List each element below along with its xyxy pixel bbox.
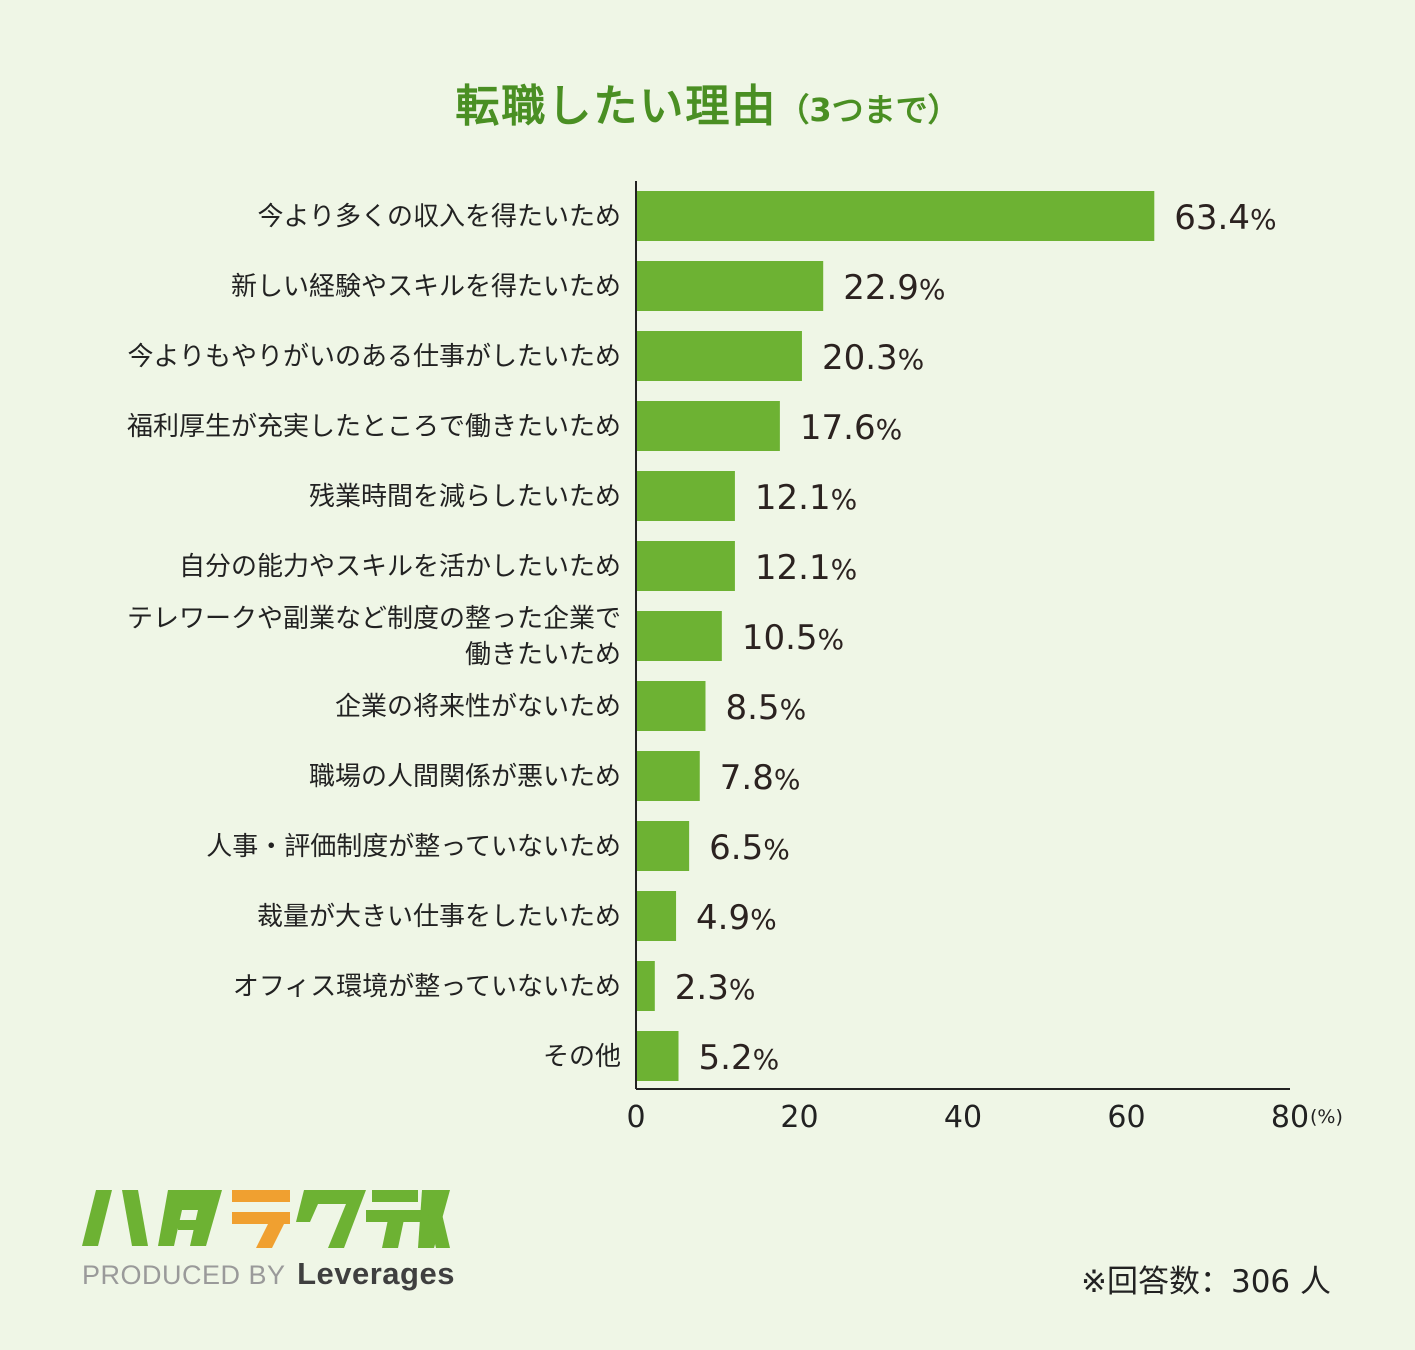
x-tick-label: 40 <box>944 1100 982 1135</box>
bar <box>636 261 824 311</box>
x-tick-label: 20 <box>780 1100 818 1135</box>
x-tick-label: 80 <box>1271 1100 1309 1135</box>
x-tick-label: 0 <box>626 1100 645 1135</box>
category-label: その他 <box>543 1042 621 1072</box>
bar <box>636 471 735 521</box>
data-label: 6.5% <box>709 828 790 868</box>
data-label: 12.1% <box>755 548 857 588</box>
data-label: 7.8% <box>720 758 801 798</box>
data-label: 5.2% <box>699 1038 780 1078</box>
bar <box>636 1031 679 1081</box>
bar <box>636 331 802 381</box>
bar <box>636 821 690 871</box>
category-label: 働きたいため <box>465 640 621 670</box>
bar <box>636 401 780 451</box>
chart-title: 転職したい理由（3つまで） <box>0 70 1415 134</box>
data-label: 4.9% <box>696 898 777 938</box>
bar-chart: 63.4% 今より多くの収入を得たいため 22.9% 新しい経験やスキルを得たいため 2… <box>127 181 1343 1135</box>
data-label: 22.9% <box>843 268 945 308</box>
data-label: 10.5% <box>742 618 844 658</box>
x-tick-label: 60 <box>1107 1100 1145 1135</box>
category-label: 福利厚生が充実したところで働きたいため <box>127 412 621 442</box>
leverages-brand: Leverages <box>297 1256 455 1291</box>
data-label: 63.4% <box>1174 198 1276 238</box>
bar <box>636 961 655 1011</box>
category-label: 新しい経験やスキルを得たいため <box>231 272 621 302</box>
category-label: 今よりもやりがいのある仕事がしたいため <box>128 342 621 372</box>
category-label: 今より多くの収入を得たいため <box>258 202 621 232</box>
chart-title-main: 転職したい理由 <box>455 81 778 132</box>
category-label: 職場の人間関係が悪いため <box>309 762 621 792</box>
data-label: 20.3% <box>822 338 924 378</box>
bar <box>636 681 706 731</box>
data-label: 8.5% <box>725 688 806 728</box>
category-label: テレワークや副業など制度の整った企業で <box>127 604 621 634</box>
bar <box>636 191 1155 241</box>
hataractive-logo <box>82 1190 450 1248</box>
category-label: 自分の能力やスキルを活かしたいため <box>179 552 621 582</box>
produced-by-line: PRODUCED BY Leverages <box>82 1256 455 1292</box>
data-label: 12.1% <box>755 478 857 518</box>
produced-by-label: PRODUCED BY <box>82 1260 286 1290</box>
bar <box>636 541 735 591</box>
category-label: 裁量が大きい仕事をしたいため <box>257 902 621 932</box>
category-label: オフィス環境が整っていないため <box>233 972 621 1002</box>
category-label: 残業時間を減らしたいため <box>309 482 621 512</box>
category-label: 人事・評価制度が整っていないため <box>206 832 621 862</box>
bar <box>636 751 700 801</box>
bar <box>636 611 722 661</box>
data-label: 17.6% <box>800 408 902 448</box>
category-label: 企業の将来性がないため <box>335 692 621 722</box>
data-label: 2.3% <box>675 968 756 1008</box>
bar <box>636 891 677 941</box>
respondent-note: ※回答数：306 人 <box>1081 1264 1331 1300</box>
x-unit-label: (%) <box>1310 1106 1343 1128</box>
chart-title-sub: （3つまで） <box>777 91 960 129</box>
